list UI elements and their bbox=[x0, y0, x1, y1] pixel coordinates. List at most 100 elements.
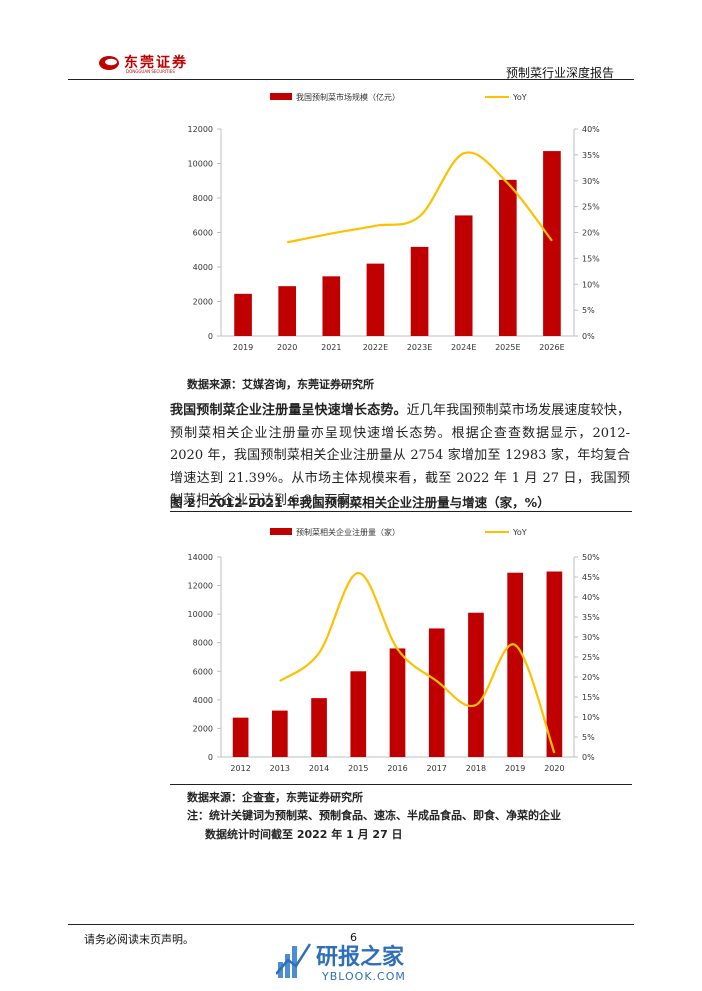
y-tick-label-right: 25% bbox=[582, 653, 600, 662]
y-tick-label-left: 4000 bbox=[193, 263, 213, 272]
legend-bar-label: 预制菜相关企业注册量（家） bbox=[296, 527, 400, 537]
y-tick-label-left: 12000 bbox=[188, 125, 213, 134]
y-tick-label-left: 8000 bbox=[193, 639, 213, 648]
y-tick-label-right: 30% bbox=[582, 633, 600, 642]
y-tick-label-right: 5% bbox=[582, 306, 595, 315]
y-tick-label-left: 12000 bbox=[188, 582, 213, 591]
bar bbox=[366, 263, 385, 336]
logo-subtext: DONGGUAN SECURITIES bbox=[126, 69, 175, 74]
figure2-source: 数据来源：企查查，东莞证券研究所 bbox=[187, 791, 363, 804]
x-tick-label: 2014 bbox=[309, 764, 329, 773]
y-tick-label-left: 14000 bbox=[188, 553, 213, 562]
bar bbox=[350, 671, 367, 757]
figure2-title-rule bbox=[170, 511, 632, 512]
chart-market-size: 0 2000 4000 6000 8000 10000 12000 0% 5% 10% 15% 20%… bbox=[188, 92, 601, 352]
bar bbox=[234, 293, 252, 336]
x-tick-label: 2020 bbox=[544, 764, 564, 773]
y-tick-label-right: 25% bbox=[582, 203, 600, 212]
legend-bar-swatch bbox=[270, 528, 292, 535]
y-tick-label-right: 10% bbox=[582, 280, 600, 289]
bar bbox=[322, 276, 341, 336]
y-tick-label-right: 40% bbox=[582, 593, 600, 602]
bar bbox=[507, 572, 524, 757]
y-tick-label-right: 20% bbox=[582, 229, 600, 238]
x-tick-label: 2016 bbox=[387, 764, 407, 773]
figure2-title: 图 2：2012-2021 年我国预制菜相关企业注册量与增速（家，%） bbox=[170, 495, 550, 510]
y-tick-label-left: 0 bbox=[208, 753, 213, 762]
figure2-note-1: 注：统计关键词为预制菜、预制食品、速冻、半成品食品、即食、净菜的企业 bbox=[187, 809, 561, 822]
bar bbox=[410, 246, 429, 336]
x-tick-label: 2026E bbox=[539, 343, 564, 352]
watermark-url: YBLOOK.COM bbox=[321, 970, 406, 983]
x-tick-label: 2023E bbox=[407, 343, 432, 352]
y-tick-label-left: 6000 bbox=[193, 667, 213, 676]
x-tick-label: 2020 bbox=[277, 343, 297, 352]
figure1-source: 数据来源：艾媒咨询，东莞证券研究所 bbox=[187, 378, 374, 391]
chart-registrations: 0 2000 4000 6000 8000 10000 12000 14000 0% 5% 10% 1… bbox=[188, 527, 601, 773]
figure2-bottom-rule bbox=[170, 784, 632, 785]
x-tick-label: 2018 bbox=[466, 764, 486, 773]
y-tick-label-left: 0 bbox=[208, 332, 213, 341]
y-tick-label-right: 10% bbox=[582, 713, 600, 722]
page-number: 6 bbox=[350, 931, 357, 944]
bar bbox=[389, 648, 406, 757]
header-divider bbox=[68, 79, 634, 80]
bar bbox=[543, 151, 561, 336]
logo-text: 东莞证券 bbox=[124, 54, 188, 71]
bar bbox=[468, 612, 484, 757]
watermark-text: 研报之家 bbox=[316, 944, 405, 970]
bar bbox=[232, 717, 249, 757]
y-tick-label-left: 2000 bbox=[193, 298, 213, 307]
report-title: 预制菜行业深度报告 bbox=[505, 66, 614, 80]
bar bbox=[498, 179, 517, 336]
legend-bar-swatch bbox=[270, 93, 292, 100]
y-tick-label-left: 2000 bbox=[193, 724, 213, 733]
y-tick-label-right: 45% bbox=[582, 573, 600, 582]
y-tick-label-right: 15% bbox=[582, 254, 600, 263]
figure2-note-2: 数据统计时间截至 2022 年 1 月 27 日 bbox=[205, 828, 403, 841]
x-tick-label: 2012 bbox=[230, 764, 250, 773]
paragraph-text: 近几年我国预制菜市场发展速度较快，预制菜相关企业注册量亦呈现快速增长态势。根据企… bbox=[170, 403, 630, 508]
bar bbox=[271, 710, 288, 757]
y-tick-label-right: 35% bbox=[582, 613, 600, 622]
watermark-chart-icon bbox=[276, 943, 312, 978]
x-tick-label: 2019 bbox=[233, 343, 253, 352]
figure2-notes: 注：统计关键词为预制菜、预制食品、速冻、半成品食品、即食、净菜的企业 数据统计时… bbox=[187, 806, 561, 844]
legend-line-label: YoY bbox=[512, 528, 527, 537]
y-tick-label-right: 0% bbox=[582, 753, 595, 762]
bar bbox=[454, 215, 473, 336]
x-tick-label: 2021 bbox=[321, 343, 341, 352]
company-logo: 东莞证券 DONGGUAN SECURITIES bbox=[99, 54, 188, 74]
y-tick-label-left: 4000 bbox=[193, 696, 213, 705]
bar bbox=[428, 628, 445, 757]
y-tick-label-right: 30% bbox=[582, 177, 600, 186]
y-tick-label-right: 5% bbox=[582, 733, 595, 742]
y-tick-label-right: 15% bbox=[582, 693, 600, 702]
paragraph-lead: 我国预制菜企业注册量呈快速增长态势。 bbox=[170, 403, 407, 418]
x-tick-label: 2015 bbox=[348, 764, 368, 773]
y-tick-label-right: 20% bbox=[582, 673, 600, 682]
x-tick-label: 2013 bbox=[270, 764, 290, 773]
x-tick-label: 2019 bbox=[505, 764, 525, 773]
x-tick-label: 2024E bbox=[451, 343, 476, 352]
x-tick-label: 2025E bbox=[495, 343, 520, 352]
x-tick-label: 2022E bbox=[363, 343, 388, 352]
y-tick-label-right: 0% bbox=[582, 332, 595, 341]
bar bbox=[311, 698, 327, 757]
footer-divider bbox=[68, 924, 634, 925]
y-tick-label-left: 8000 bbox=[193, 194, 213, 203]
body-paragraph: 我国预制菜企业注册量呈快速增长态势。近几年我国预制菜市场发展速度较快，预制菜相关… bbox=[170, 400, 630, 513]
y-tick-label-right: 35% bbox=[582, 151, 600, 160]
y-tick-label-left: 10000 bbox=[188, 160, 213, 169]
legend-bar-label: 我国预制菜市场规模（亿元） bbox=[296, 92, 400, 102]
y-tick-label-left: 6000 bbox=[193, 229, 213, 238]
watermark-logo: 研报之家 YBLOOK.COM bbox=[276, 943, 406, 983]
bar bbox=[546, 571, 563, 757]
footer-disclaimer: 请务必阅读末页声明。 bbox=[84, 933, 194, 946]
bar bbox=[278, 286, 297, 336]
y-tick-label-left: 10000 bbox=[188, 610, 213, 619]
y-tick-label-right: 50% bbox=[582, 553, 600, 562]
x-tick-label: 2017 bbox=[427, 764, 447, 773]
legend-line-label: YoY bbox=[512, 93, 527, 102]
y-tick-label-right: 40% bbox=[582, 125, 600, 134]
